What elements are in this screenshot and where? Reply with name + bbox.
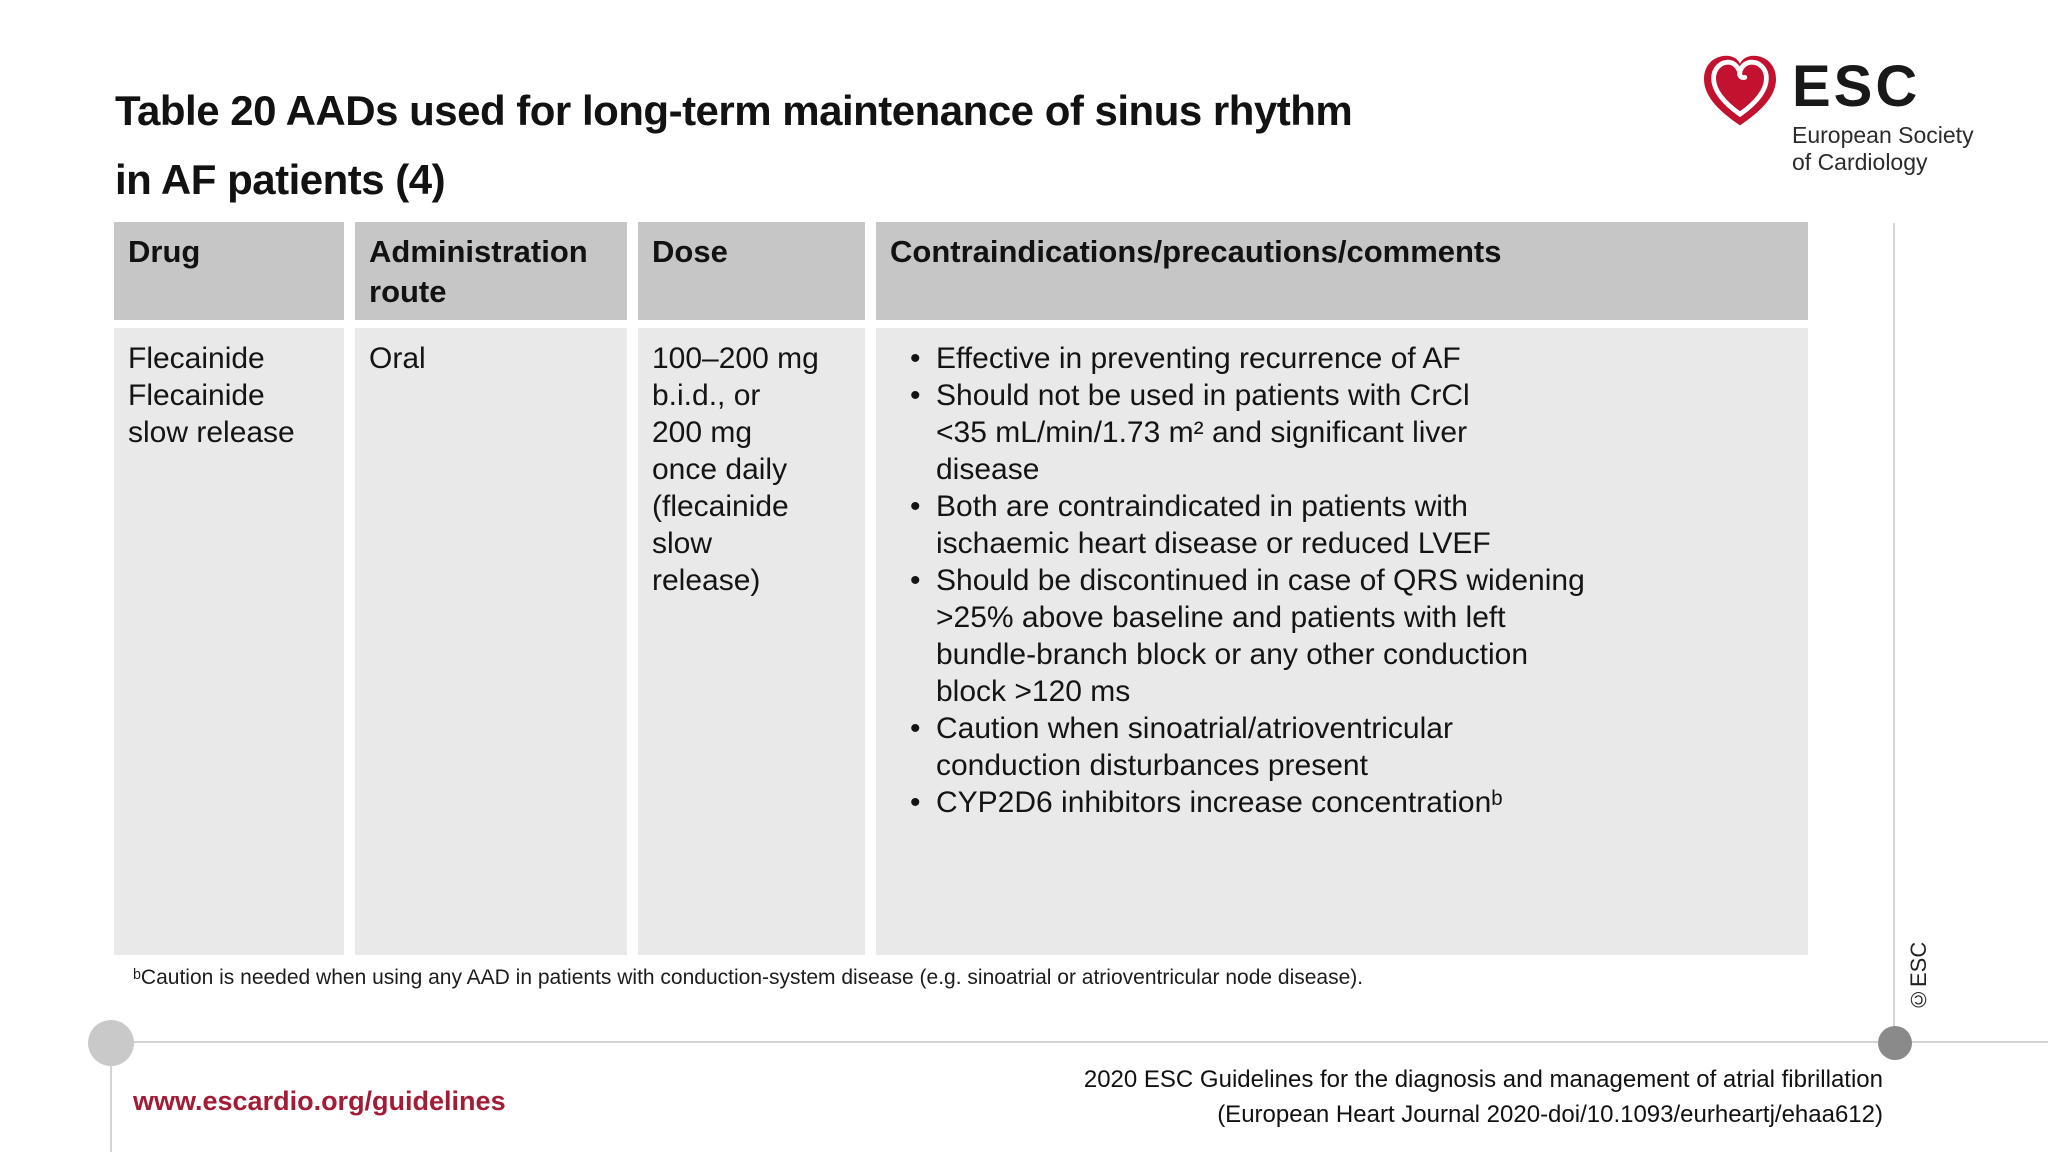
- cell-dose: 100–200 mg b.i.d., or 200 mg once daily …: [638, 328, 865, 955]
- header-cell-administration-route: Administration route: [355, 222, 627, 320]
- esc-logo-text: ESC European Society of Cardiology: [1792, 52, 1974, 176]
- esc-logo: ESC European Society of Cardiology: [1700, 52, 1974, 176]
- esc-heart-icon: [1704, 55, 1776, 126]
- right-decorative-circle: [1878, 1026, 1912, 1060]
- esc-name: European Society of Cardiology: [1792, 122, 1974, 176]
- guidelines-url-link[interactable]: www.escardio.org/guidelines: [133, 1086, 506, 1116]
- citation-line2: (European Heart Journal 2020-doi/10.1093…: [1217, 1101, 1883, 1128]
- right-vertical-line: [1893, 223, 1895, 1043]
- header-cell-contraindications: Contraindications/precautions/comments: [876, 222, 1808, 320]
- esc-copyright-label: ©ESC: [1906, 941, 1931, 1012]
- header-cell-drug: Drug: [114, 222, 344, 320]
- contraindication-bullet: Caution when sinoatrial/atrioventricular…: [904, 710, 1790, 784]
- guidelines-citation: 2020 ESC Guidelines for the diagnosis an…: [783, 1062, 1883, 1132]
- header-cell-dose: Dose: [638, 222, 865, 320]
- contraindication-bullet: Should be discontinued in case of QRS wi…: [904, 562, 1790, 710]
- esc-name-line2: of Cardiology: [1792, 149, 1928, 175]
- left-vertical-line: [110, 1055, 112, 1152]
- citation-line1: 2020 ESC Guidelines for the diagnosis an…: [1083, 1066, 1883, 1093]
- cell-drug: Flecainide Flecainide slow release: [114, 328, 344, 955]
- contraindication-bullet: CYP2D6 inhibitors increase concentration…: [904, 784, 1790, 821]
- aad-table: Drug Administration route Dose Contraind…: [114, 222, 1808, 955]
- footer-divider-line: [110, 1041, 2048, 1043]
- slide-title: Table 20 AADs used for long-term mainten…: [115, 87, 1353, 203]
- contraindication-bullet: Both are contraindicated in patients wit…: [904, 488, 1790, 562]
- table-footnote: ᵇCaution is needed when using any AAD in…: [133, 966, 1364, 989]
- contraindication-bullet: Should not be used in patients with CrCl…: [904, 377, 1790, 488]
- esc-name-line1: European Society: [1792, 122, 1974, 148]
- contraindication-bullet: Effective in preventing recurrence of AF: [904, 340, 1790, 377]
- cell-route: Oral: [355, 328, 627, 955]
- esc-acronym: ESC: [1792, 54, 1921, 119]
- contraindication-bullet-list: Effective in preventing recurrence of AF…: [890, 340, 1794, 821]
- cell-contraindications: Effective in preventing recurrence of AF…: [876, 328, 1808, 955]
- left-decorative-circle: [88, 1020, 134, 1066]
